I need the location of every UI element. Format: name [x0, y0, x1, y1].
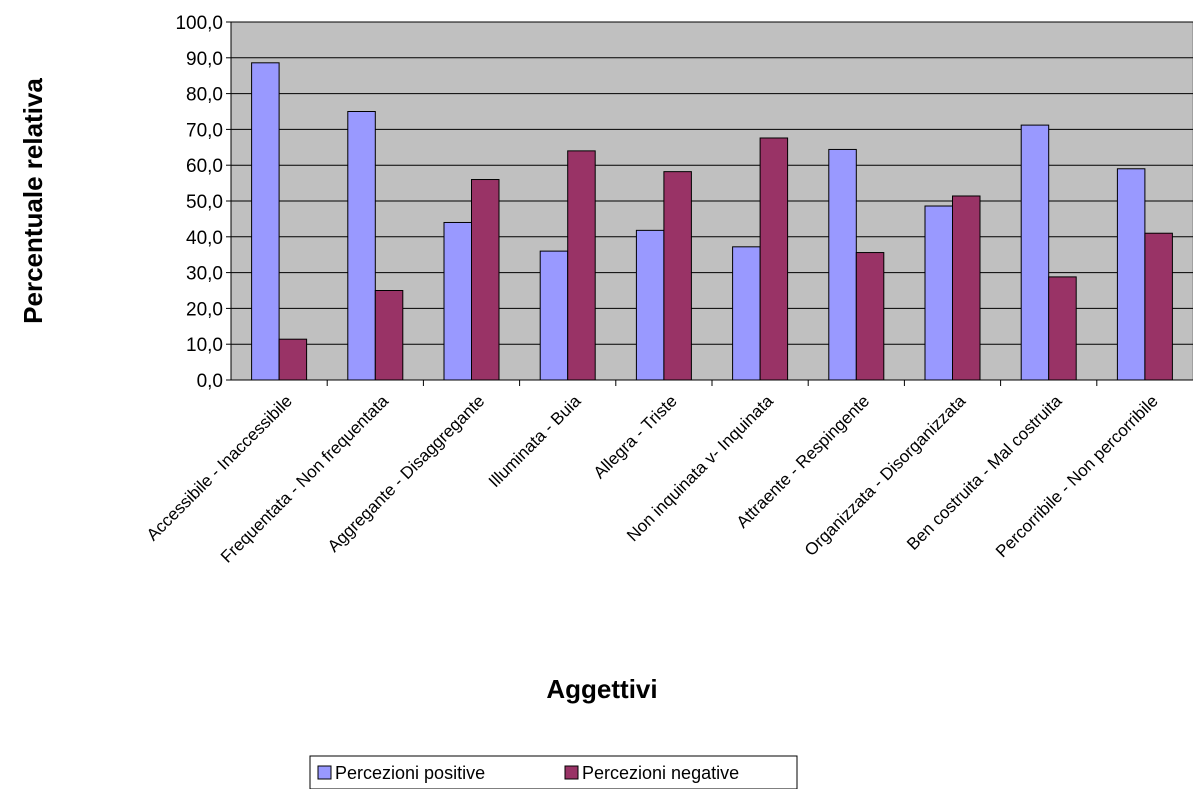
y-tick-label: 90,0 [186, 49, 223, 70]
x-axis-title: Aggettivi [546, 674, 657, 704]
axes-group [226, 21, 1193, 386]
bar-positive [732, 246, 761, 381]
bar-negative [278, 338, 308, 381]
legend-label-negative: Percezioni negative [582, 763, 739, 783]
x-tick-label: Allegra - Triste [590, 391, 681, 482]
bars-group [251, 62, 1173, 381]
bar-negative [374, 290, 404, 381]
bar-positive [1116, 168, 1146, 381]
bar-negative [1144, 232, 1173, 381]
x-tick-label: Percorribile - Non percorribile [992, 391, 1162, 561]
bar-positive [347, 111, 376, 381]
y-axis-title: Percentuale relativa [18, 78, 48, 324]
bar-negative [952, 195, 981, 381]
y-tick-label: 20,0 [186, 299, 223, 320]
x-tick-label: Organizzata - Disorganizzata [801, 391, 970, 560]
x-tick-label: Illuminata - Buia [485, 391, 585, 491]
legend-swatch-negative [564, 765, 579, 780]
bar-negative [663, 171, 692, 381]
x-tick-label: Ben costruita - Mal costruita [903, 391, 1066, 554]
bar-positive [443, 221, 472, 381]
y-tick-label: 30,0 [186, 264, 223, 285]
x-tick-label: Frequentata - Non frequentata [217, 391, 393, 567]
legend: Percezioni positive Percezioni negative [309, 755, 798, 789]
bar-positive [924, 205, 953, 381]
y-tick-label: 100,0 [175, 13, 223, 34]
legend-label-positive: Percezioni positive [335, 763, 485, 783]
bar-negative [759, 137, 789, 381]
y-tick-labels: 0,0 10,0 20,0 30,0 40,0 50,0 60,0 70,0 80,0 90,0 1… [175, 13, 223, 392]
y-tick-label: 80,0 [186, 85, 223, 106]
y-tick-label: 10,0 [186, 335, 223, 356]
bar-positive [251, 62, 280, 381]
legend-swatch-positive [317, 765, 332, 780]
y-tick-label: 60,0 [186, 156, 223, 177]
bar-positive [635, 229, 665, 381]
y-tick-label: 0,0 [197, 371, 223, 392]
y-tick-label: 70,0 [186, 120, 223, 141]
bar-negative [471, 179, 500, 381]
x-tick-label: Aggregante - Disaggregante [324, 391, 488, 555]
bar-positive [539, 250, 569, 381]
y-tick-label: 50,0 [186, 192, 223, 213]
bar-positive [1020, 124, 1050, 381]
bar-negative [1048, 276, 1077, 381]
legend-box [309, 755, 798, 789]
bar-negative [855, 252, 885, 381]
bar-positive [828, 148, 857, 381]
bar-negative [567, 150, 596, 381]
y-tick-label: 40,0 [186, 228, 223, 249]
